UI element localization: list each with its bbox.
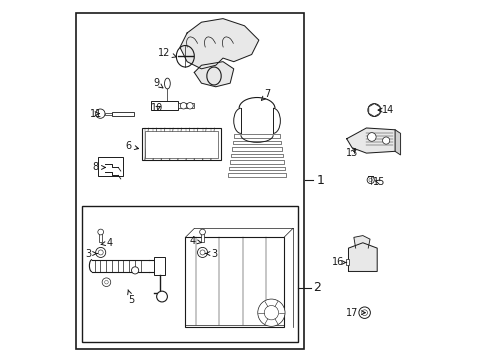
Text: 17: 17 — [345, 308, 365, 318]
Text: 13: 13 — [345, 148, 358, 158]
Text: 8: 8 — [92, 162, 105, 172]
Bar — [76, 13, 303, 348]
Bar — [230, 160, 284, 164]
Ellipse shape — [164, 78, 170, 89]
Text: 3: 3 — [85, 248, 97, 258]
Circle shape — [186, 103, 193, 109]
Circle shape — [96, 247, 105, 257]
Circle shape — [361, 310, 367, 316]
Bar — [228, 173, 285, 177]
Circle shape — [98, 229, 103, 235]
Bar — [185, 237, 284, 327]
Polygon shape — [180, 19, 258, 69]
Polygon shape — [394, 130, 400, 155]
Text: 5: 5 — [127, 290, 134, 305]
Polygon shape — [346, 128, 394, 153]
Circle shape — [200, 250, 204, 255]
Circle shape — [131, 267, 139, 274]
Text: 12: 12 — [157, 48, 176, 58]
Bar — [345, 259, 348, 265]
Bar — [201, 233, 204, 242]
Circle shape — [199, 229, 205, 235]
Polygon shape — [348, 243, 376, 271]
Text: 15: 15 — [372, 177, 385, 187]
Bar — [230, 154, 283, 157]
Circle shape — [96, 109, 105, 118]
Text: 3: 3 — [205, 248, 217, 258]
Bar — [232, 141, 281, 144]
Circle shape — [382, 137, 389, 144]
Circle shape — [368, 178, 372, 182]
Bar — [233, 134, 280, 138]
Text: 1: 1 — [316, 174, 324, 186]
Text: 16: 16 — [331, 257, 346, 267]
Circle shape — [370, 107, 377, 113]
Bar — [142, 128, 221, 160]
Bar — [178, 103, 194, 108]
Text: 10: 10 — [150, 103, 163, 113]
Circle shape — [367, 104, 380, 117]
Bar — [229, 167, 285, 170]
Polygon shape — [353, 235, 369, 248]
Bar — [99, 233, 102, 242]
Bar — [105, 113, 112, 115]
Circle shape — [104, 280, 108, 284]
Circle shape — [98, 250, 103, 255]
Text: 6: 6 — [124, 141, 138, 151]
Bar — [231, 147, 282, 151]
Circle shape — [180, 103, 186, 109]
Text: 7: 7 — [261, 89, 270, 100]
Circle shape — [264, 306, 278, 320]
Circle shape — [366, 176, 373, 184]
Polygon shape — [194, 62, 233, 87]
Text: 14: 14 — [378, 105, 393, 115]
Bar — [98, 157, 123, 176]
Text: 11: 11 — [89, 109, 102, 119]
Bar — [144, 131, 218, 158]
Circle shape — [102, 278, 110, 287]
Circle shape — [156, 291, 167, 302]
Circle shape — [367, 133, 375, 141]
Bar — [82, 206, 297, 342]
Circle shape — [358, 307, 369, 319]
Circle shape — [257, 299, 285, 326]
Text: 4: 4 — [101, 238, 113, 248]
Bar — [112, 112, 133, 116]
Text: 2: 2 — [312, 281, 320, 294]
Text: 4: 4 — [189, 236, 201, 246]
Circle shape — [197, 247, 207, 257]
Bar — [151, 101, 178, 110]
Bar — [154, 257, 164, 275]
Text: 9: 9 — [153, 78, 163, 88]
